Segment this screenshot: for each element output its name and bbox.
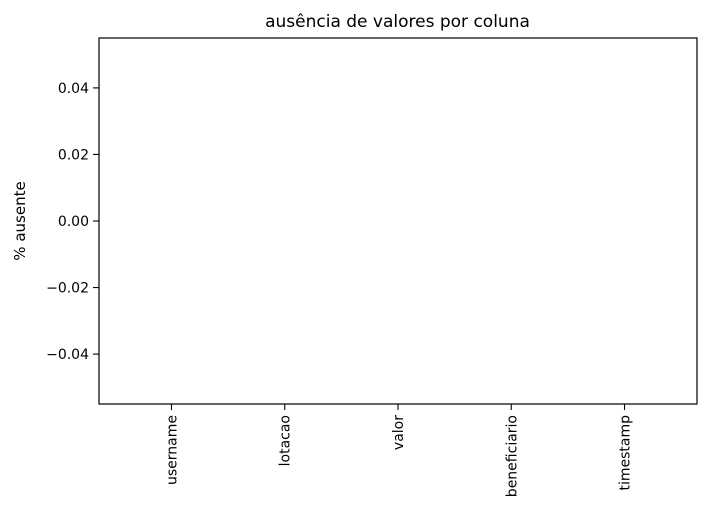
y-tick-label: 0.00 — [58, 214, 89, 230]
x-tick-label-timestamp: timestamp — [618, 415, 634, 491]
y-axis-label: % ausente — [11, 181, 29, 260]
y-tick-label: 0.02 — [58, 147, 89, 163]
plot-frame — [98, 37, 698, 405]
x-tick-label-lotacao: lotacao — [278, 415, 294, 466]
y-tick-label: 0.04 — [58, 81, 89, 97]
chart-title: ausência de valores por coluna — [265, 12, 530, 32]
x-tick-label-username: username — [164, 415, 180, 485]
y-axis: −0.04 −0.02 0.00 0.02 0.04 — [46, 81, 99, 363]
x-axis: username lotacao valor beneficiario timestam… — [164, 404, 634, 497]
x-tick-label-beneficiario: beneficiario — [504, 415, 520, 497]
y-tick-label: −0.04 — [46, 347, 89, 363]
x-tick-label-valor: valor — [391, 415, 407, 450]
y-tick-label: −0.02 — [46, 281, 89, 297]
